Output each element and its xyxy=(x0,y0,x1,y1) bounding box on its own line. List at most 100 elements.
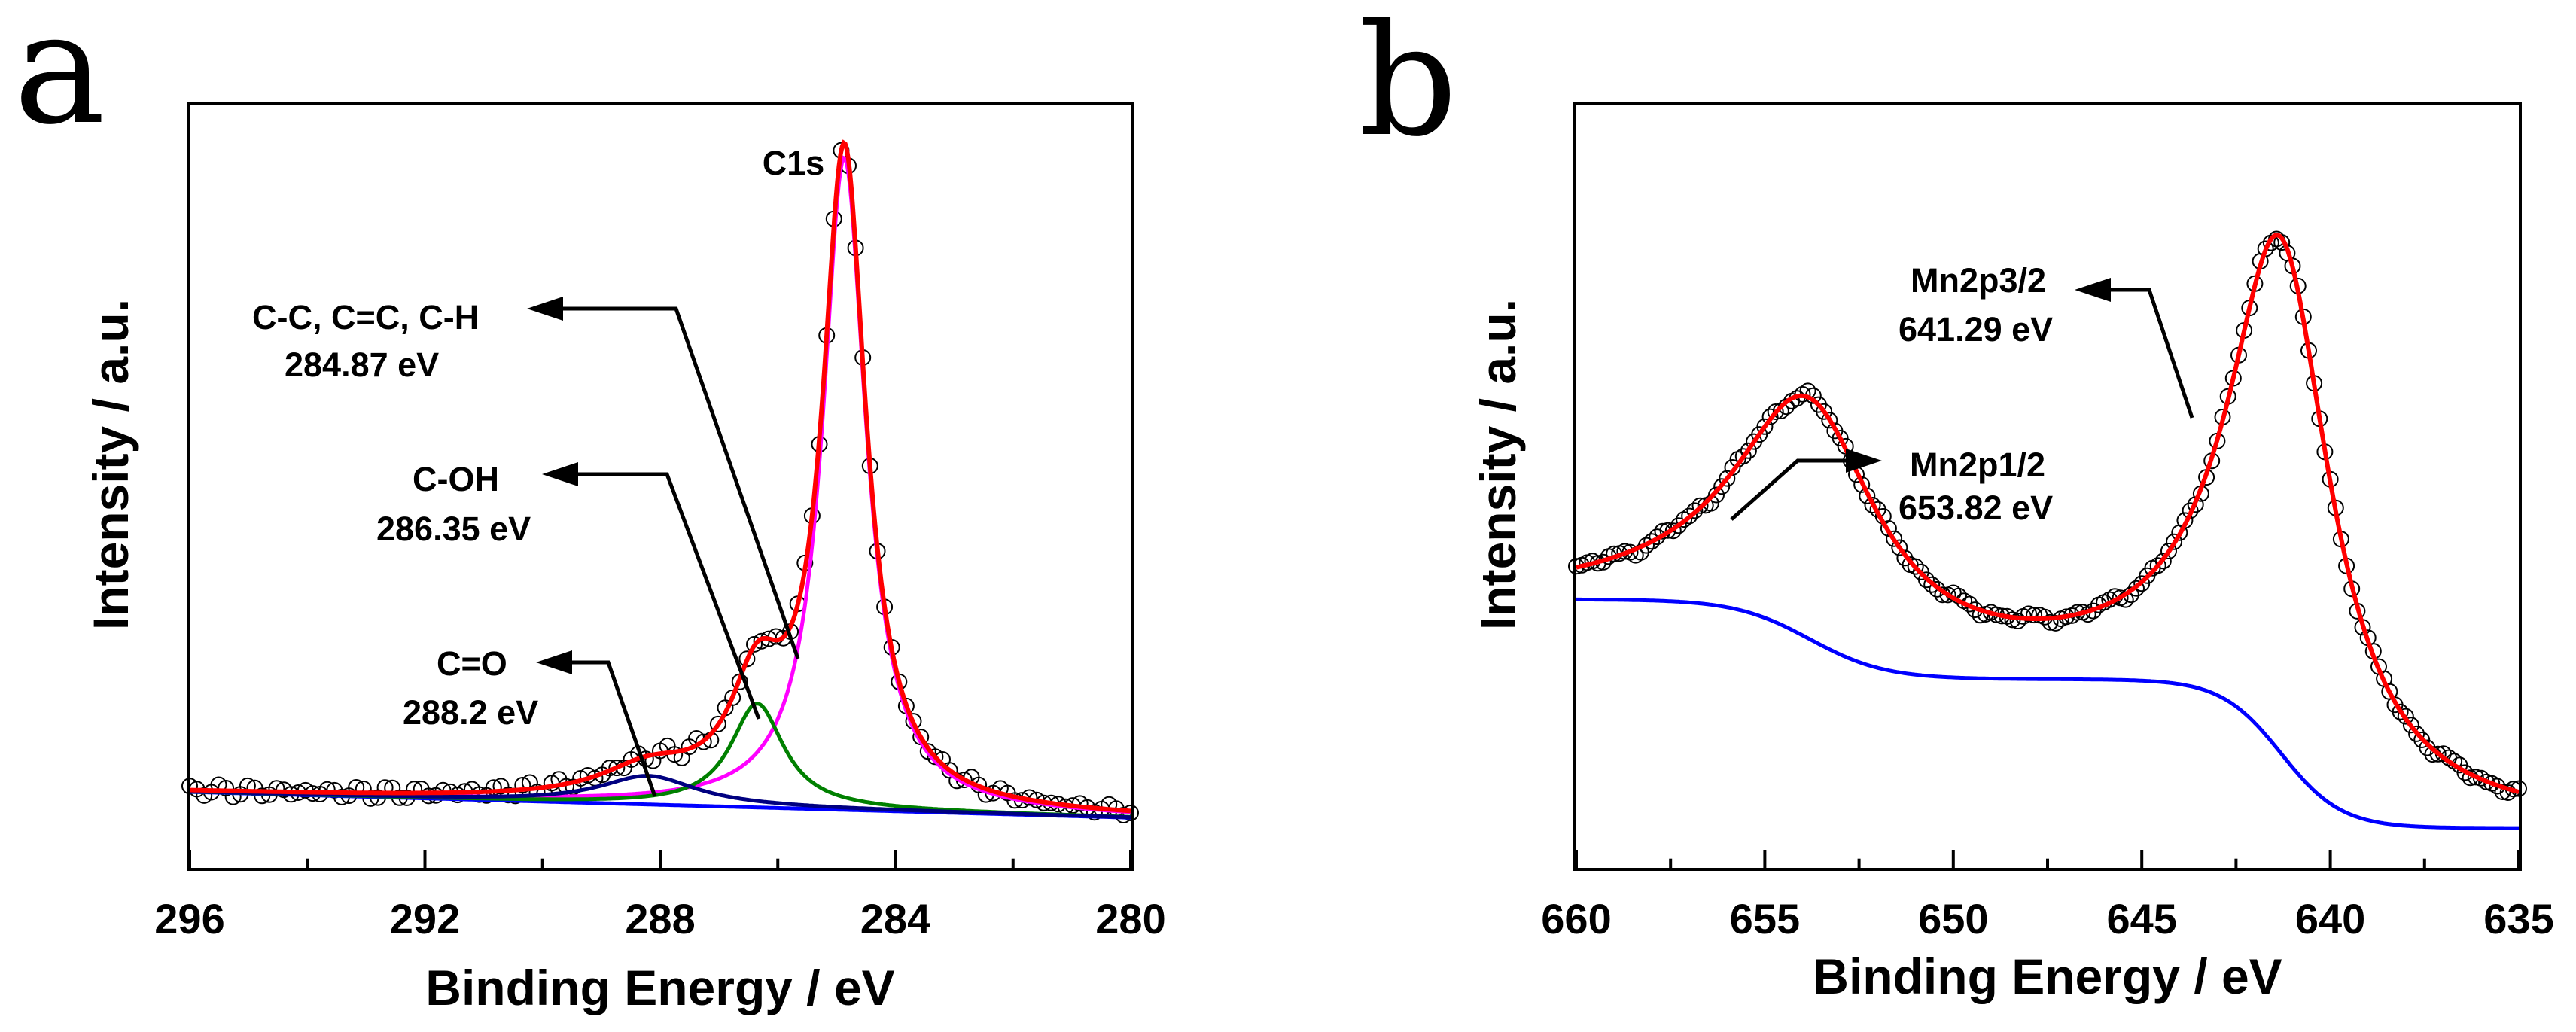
data-point-b-154 xyxy=(2397,708,2414,725)
annotation-c-c-value: 284.87 eV xyxy=(285,346,439,384)
data-point-b-21 xyxy=(1681,507,1698,525)
data-point-b-49 xyxy=(1832,430,1849,446)
x-tick-label-b-0: 660 xyxy=(1541,895,1611,942)
data-point-b-28 xyxy=(1719,470,1736,487)
data-point-b-22 xyxy=(1686,502,1704,519)
data-point-a-46 xyxy=(514,777,531,793)
panel-b-mn2p: b 660 655 650 645 640 635 Binding Energy / eV… xyxy=(1359,0,2554,1004)
x-tick-label-b-4: 640 xyxy=(2295,895,2365,942)
data-point-b-67 xyxy=(1929,580,1946,598)
annotation-c-oh-arrow xyxy=(575,472,761,720)
annotation-c-o: C=O 288.2 eV xyxy=(403,644,657,797)
data-point-b-36 xyxy=(1761,408,1779,425)
data-point-b-14 xyxy=(1643,533,1661,550)
data-point-a-71 xyxy=(695,733,712,750)
plot-a-area xyxy=(181,139,1139,823)
component-peak-a-2 xyxy=(189,774,1131,820)
annotation-c-oh-arrowhead xyxy=(542,462,578,486)
data-point-b-58 xyxy=(1880,520,1897,537)
data-point-a-59 xyxy=(608,760,626,777)
data-point-b-66 xyxy=(1923,576,1941,593)
plot-b-area xyxy=(1568,230,2527,830)
data-point-b-26 xyxy=(1708,486,1725,504)
x-tick-label-b-3: 645 xyxy=(2106,895,2176,942)
data-point-b-63 xyxy=(1907,558,1924,575)
x-tick-label-b-5: 635 xyxy=(2483,895,2553,942)
data-point-a-78 xyxy=(746,635,763,653)
data-point-b-111 xyxy=(2166,533,2183,550)
x-tick-label-a-4: 280 xyxy=(1095,895,1165,942)
annotation-c-oh-value: 286.35 eV xyxy=(376,510,531,548)
data-point-b-23 xyxy=(1691,497,1709,514)
panel-b-letter: b xyxy=(1359,0,1457,171)
plot-b-y-title: Intensity / a.u. xyxy=(1470,299,1526,630)
annotation-c-c-label: C-C, C=C, C-H xyxy=(252,298,479,336)
background-curve-b xyxy=(1576,597,2519,830)
plot-b-x-title: Binding Energy / eV xyxy=(1813,948,2282,1004)
data-point-b-31 xyxy=(1734,448,1752,465)
annotation-c-o-label: C=O xyxy=(437,644,507,683)
x-tick-label-a-2: 288 xyxy=(625,895,695,942)
component-peak-a-0 xyxy=(189,155,1131,814)
data-point-b-85 xyxy=(2026,607,2043,624)
data-point-b-160 xyxy=(2429,745,2447,763)
data-point-b-32 xyxy=(1740,442,1757,459)
annotation-c-o-arrowhead xyxy=(536,650,572,674)
data-point-b-109 xyxy=(2154,553,2172,570)
data-point-b-18 xyxy=(1664,522,1682,540)
data-point-b-35 xyxy=(1756,418,1774,435)
annotation-mn2p3-value: 641.29 eV xyxy=(1899,310,2053,349)
annotation-mn2p1-arrowhead xyxy=(1846,449,1882,473)
data-point-b-168 xyxy=(2472,769,2489,787)
data-point-b-155 xyxy=(2402,717,2419,734)
x-tick-label-b-2: 650 xyxy=(1918,895,1988,942)
data-point-a-77 xyxy=(738,650,756,668)
data-point-b-172 xyxy=(2494,784,2511,800)
annotation-c-oh: C-OH 286.35 eV xyxy=(376,460,761,720)
data-point-b-108 xyxy=(2149,557,2166,574)
data-point-b-60 xyxy=(1891,539,1908,556)
x-tick-label-a-3: 284 xyxy=(860,895,930,942)
data-point-b-167 xyxy=(2467,769,2484,786)
panel-a-c1s: a 296 292 288 284 280 C1s Binding Energy / e… xyxy=(14,0,1166,1015)
annotation-mn2p1-arrow xyxy=(1730,458,1846,521)
plot-a-x-title: Binding Energy / eV xyxy=(425,960,894,1015)
annotation-c-c-arrowhead xyxy=(527,297,563,321)
data-point-b-37 xyxy=(1767,403,1784,420)
annotation-mn2p3: Mn2p3/2 641.29 eV xyxy=(1899,261,2194,419)
envelope-fit-a xyxy=(189,139,1131,814)
data-point-b-17 xyxy=(1659,522,1676,539)
annotation-mn2p1: Mn2p1/2 653.82 eV xyxy=(1730,446,2053,527)
panel-a-letter: a xyxy=(14,0,105,159)
data-point-b-153 xyxy=(2392,703,2409,720)
data-point-b-38 xyxy=(1772,403,1789,419)
data-point-b-104 xyxy=(2128,580,2145,597)
annotation-mn2p1-value: 653.82 eV xyxy=(1899,489,2053,527)
x-tick-label-a-1: 292 xyxy=(390,895,460,942)
plot-a-x-ticks: 296 292 288 284 280 xyxy=(154,850,1166,942)
annotation-mn2p3-arrowhead xyxy=(2075,278,2111,302)
data-point-b-46 xyxy=(1816,403,1833,420)
data-point-b-131 xyxy=(2273,234,2291,251)
data-point-a-79 xyxy=(753,632,770,650)
annotation-c-c-arrow xyxy=(557,306,800,659)
data-point-b-165 xyxy=(2456,764,2474,781)
data-point-b-20 xyxy=(1676,511,1693,528)
data-point-b-65 xyxy=(1918,571,1935,589)
data-point-a-75 xyxy=(724,689,741,706)
c1s-title: C1s xyxy=(763,144,825,182)
plot-b-x-ticks: 660 655 650 645 640 635 xyxy=(1541,850,2554,942)
data-point-a-73 xyxy=(709,715,726,732)
plot-b-frame xyxy=(1573,102,2522,871)
data-point-b-156 xyxy=(2408,725,2425,742)
data-point-b-55 xyxy=(1864,497,1881,513)
envelope-fit-b xyxy=(1576,233,2520,794)
data-point-b-47 xyxy=(1821,412,1838,429)
data-point-a-125 xyxy=(1086,804,1103,821)
data-point-b-88 xyxy=(2042,613,2059,631)
data-point-a-103 xyxy=(927,748,944,766)
annotation-c-oh-label: C-OH xyxy=(413,460,499,498)
data-point-b-42 xyxy=(1794,385,1811,403)
annotation-mn2p3-arrow xyxy=(2108,288,2194,419)
